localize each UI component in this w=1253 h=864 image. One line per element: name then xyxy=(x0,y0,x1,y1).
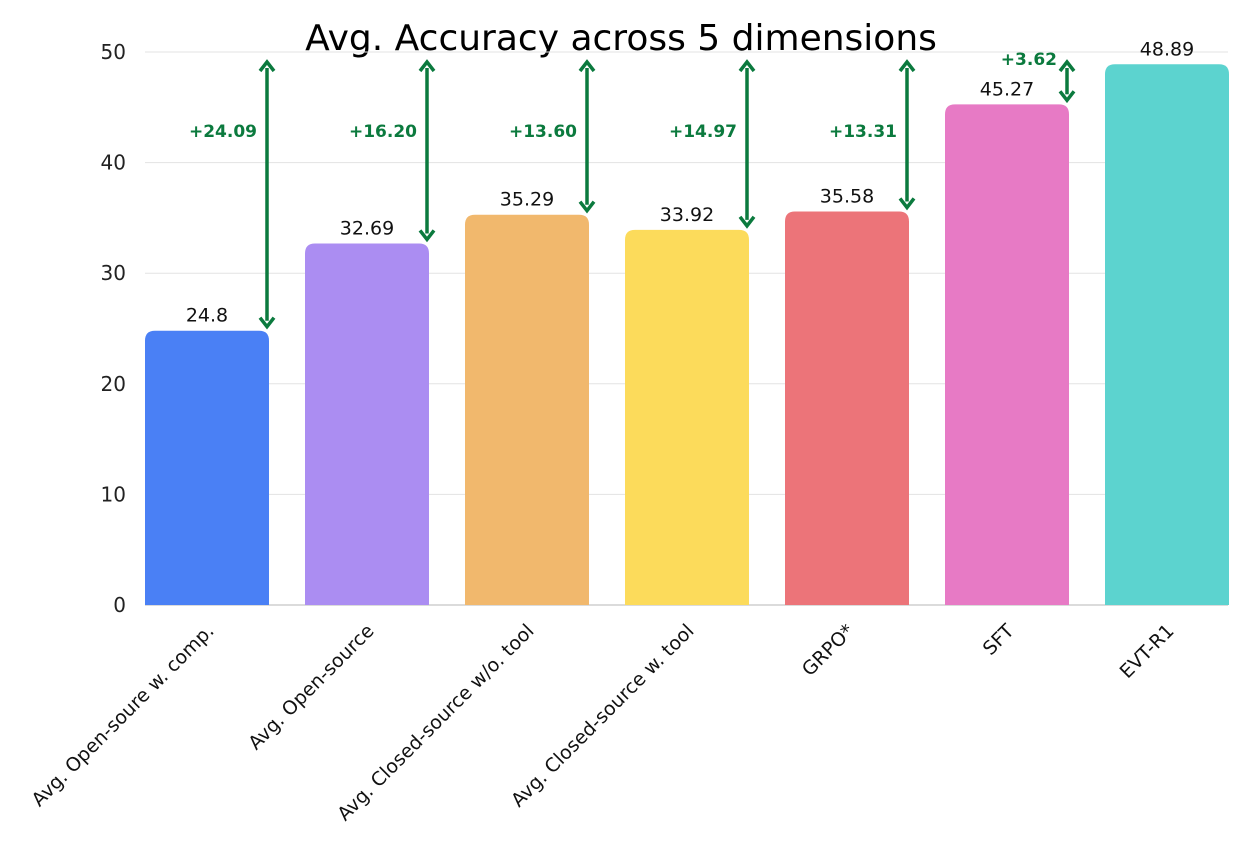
bar xyxy=(785,211,909,605)
arrow-head-down xyxy=(1058,90,1076,104)
difference-label: +13.60 xyxy=(509,122,577,142)
x-tick-label: EVT-R1 xyxy=(1116,620,1179,683)
value-label: 33.92 xyxy=(660,204,714,226)
bar xyxy=(465,214,589,605)
difference-label: +16.20 xyxy=(349,122,417,142)
y-tick-label: 30 xyxy=(101,261,126,285)
chart-title: Avg. Accuracy across 5 dimensions xyxy=(305,18,937,59)
arrow-head-up xyxy=(418,59,436,73)
arrow-head-down xyxy=(578,200,596,214)
value-label: 32.69 xyxy=(340,217,394,239)
bar xyxy=(145,330,269,605)
arrow-head-up xyxy=(258,59,276,73)
arrow-head-down xyxy=(258,316,276,330)
difference-arrows xyxy=(258,59,1076,330)
arrow-head-up xyxy=(738,59,756,73)
difference-label: +24.09 xyxy=(189,122,257,142)
y-tick-label: 10 xyxy=(101,482,126,506)
x-tick-label: GRPO* xyxy=(798,620,859,681)
x-tick-label: Avg. Open-source xyxy=(244,620,378,754)
y-tick-label: 40 xyxy=(101,151,126,175)
difference-label: +14.97 xyxy=(669,122,737,142)
difference-label: +13.31 xyxy=(829,122,897,142)
y-tick-label: 0 xyxy=(113,593,126,617)
bar xyxy=(305,243,429,605)
value-label: 35.58 xyxy=(820,185,874,207)
x-tick-label: Avg. Open-soure w. comp. xyxy=(28,620,219,811)
x-tick-label: Avg. Closed-source w. tool xyxy=(507,620,699,812)
difference-arrow xyxy=(1058,59,1076,104)
arrow-head-up xyxy=(898,59,916,73)
bar xyxy=(1105,64,1229,605)
bars xyxy=(145,64,1229,606)
value-label: 24.8 xyxy=(186,305,228,327)
bar xyxy=(945,104,1069,606)
value-label: 45.27 xyxy=(980,78,1034,100)
value-label: 35.29 xyxy=(500,189,554,211)
x-tick-label: SFT xyxy=(979,620,1019,660)
bar xyxy=(625,229,749,606)
y-tick-label: 50 xyxy=(101,40,126,64)
arrow-head-down xyxy=(898,197,916,211)
difference-arrow xyxy=(418,59,436,243)
arrow-head-up xyxy=(1058,59,1076,73)
arrow-head-down xyxy=(418,229,436,243)
difference-arrow xyxy=(258,59,276,330)
difference-arrow xyxy=(898,59,916,211)
arrow-head-down xyxy=(738,215,756,229)
difference-arrow xyxy=(578,59,596,214)
difference-arrow xyxy=(738,59,756,229)
arrow-head-up xyxy=(578,59,596,73)
difference-label: +3.62 xyxy=(1001,50,1057,70)
y-tick-label: 20 xyxy=(101,372,126,396)
value-label: 48.89 xyxy=(1140,38,1194,60)
